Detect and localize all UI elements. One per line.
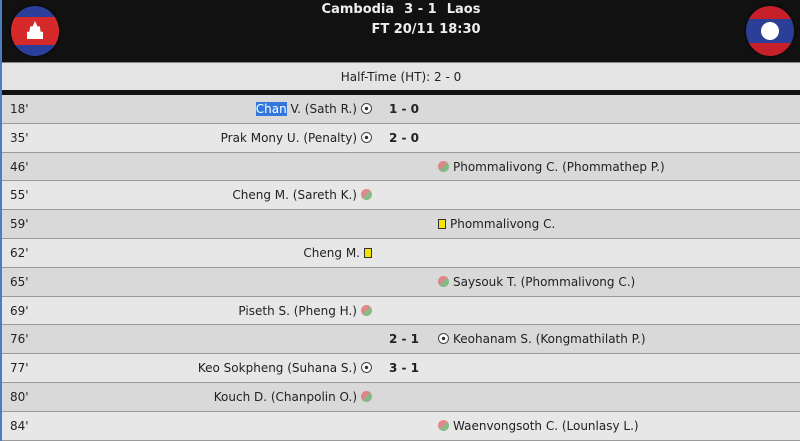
player-name[interactable]: Keo Sokpheng (Suhana S.)	[197, 361, 357, 376]
event-row: 55' Cheng M. (Sareth K.)	[2, 181, 800, 211]
substitution-icon	[438, 419, 449, 431]
event-row: 84' Waenvongsoth C. (Lounlasy L.)	[2, 411, 800, 441]
yellow-card-icon	[364, 247, 372, 258]
player-name[interactable]: Prak Mony U. (Penalty)	[220, 130, 357, 145]
event-row: 18' Chan V. (Sath R.) 1 - 0	[2, 95, 800, 124]
half-time-score: Half-Time (HT): 2 - 0	[2, 62, 800, 90]
divider	[2, 90, 800, 95]
event-row: 59' Phommalivong C.	[2, 210, 800, 239]
event-score: 3 - 1	[388, 361, 420, 376]
match-score: 3 - 1	[404, 2, 437, 17]
event-row: 77' Keo Sokpheng (Suhana S.) 3 - 1	[2, 354, 800, 383]
home-event: Keo Sokpheng (Suhana S.)	[198, 354, 376, 382]
event-minute: 18'	[10, 102, 29, 116]
event-score: 1 - 0	[388, 102, 420, 116]
player-name[interactable]: Cheng M. (Sareth K.)	[232, 188, 357, 203]
home-team[interactable]: Cambodia	[321, 2, 395, 17]
home-event: Cheng M. (Sareth K.)	[232, 181, 376, 209]
substitution-icon	[361, 304, 372, 316]
event-row: 80' Kouch D. (Chanpolin O.)	[2, 382, 800, 412]
player-name[interactable]: Phommalivong C. (Phommathep P.)	[453, 159, 665, 174]
away-event: Phommalivong C.	[434, 210, 555, 238]
event-minute: 76'	[10, 332, 29, 347]
away-team[interactable]: Laos	[446, 2, 481, 17]
player-name[interactable]: Keohanam S. (Kongmathilath P.)	[453, 332, 646, 347]
substitution-icon	[361, 189, 372, 201]
player-name[interactable]: Waenvongsoth C. (Lounlasy L.)	[453, 418, 639, 433]
event-row: 76' 2 - 1 Keohanam S. (Kongmathilath P.)	[2, 325, 800, 355]
substitution-icon	[438, 160, 449, 172]
away-event: Phommalivong C. (Phommathep P.)	[434, 153, 665, 181]
cambodia-flag-icon	[11, 6, 59, 56]
away-event: Saysouk T. (Phommalivong C.)	[434, 268, 635, 296]
home-event: Kouch D. (Chanpolin O.)	[214, 383, 376, 411]
substitution-icon	[438, 275, 449, 287]
event-minute: 62'	[10, 245, 29, 260]
substitution-icon	[361, 390, 372, 402]
away-event: Keohanam S. (Kongmathilath P.)	[434, 325, 646, 353]
event-minute: 80'	[10, 389, 29, 404]
home-event: Prak Mony U. (Penalty)	[221, 124, 376, 152]
event-minute: 55'	[10, 188, 29, 203]
event-row: 35' Prak Mony U. (Penalty) 2 - 0	[2, 123, 800, 153]
player-name: V. (Sath R.)	[286, 102, 357, 116]
event-score: 2 - 0	[388, 130, 420, 145]
selected-text: Chan	[255, 102, 287, 116]
home-event: Chan V. (Sath R.)	[255, 95, 376, 123]
player-name[interactable]: Saysouk T. (Phommalivong C.)	[453, 274, 636, 289]
player-name[interactable]: Phommalivong C.	[450, 217, 556, 232]
match-header: Cambodia 3 - 1 Laos FT 20/11 18:30	[2, 0, 800, 62]
soccer-ball-icon	[361, 103, 372, 114]
event-row: 46' Phommalivong C. (Phommathep P.)	[2, 152, 800, 182]
soccer-ball-icon	[361, 362, 372, 374]
events-list: 18' Chan V. (Sath R.) 1 - 0 35' Prak Mony U.…	[2, 95, 800, 441]
event-row: 62' Cheng M.	[2, 238, 800, 268]
laos-flag-icon	[746, 6, 794, 56]
home-event: Cheng M.	[303, 239, 376, 267]
event-row: 69' Piseth S. (Pheng H.)	[2, 296, 800, 326]
event-minute: 69'	[10, 303, 29, 318]
event-minute: 65'	[10, 274, 29, 289]
home-event: Piseth S. (Pheng H.)	[238, 297, 376, 325]
soccer-ball-icon	[361, 131, 372, 143]
event-minute: 77'	[10, 361, 29, 376]
event-score: 2 - 1	[388, 332, 420, 347]
event-minute: 46'	[10, 159, 29, 174]
match-title: Cambodia 3 - 1 Laos	[2, 2, 800, 17]
event-minute: 59'	[10, 217, 29, 232]
event-minute: 35'	[10, 130, 29, 145]
event-minute: 84'	[10, 418, 29, 433]
yellow-card-icon	[438, 219, 446, 230]
soccer-ball-icon	[438, 333, 449, 345]
player-name[interactable]: Piseth S. (Pheng H.)	[238, 303, 357, 318]
player-name[interactable]: Cheng M.	[303, 245, 360, 260]
player-name[interactable]: Kouch D. (Chanpolin O.)	[213, 389, 357, 404]
away-event: Waenvongsoth C. (Lounlasy L.)	[434, 412, 639, 440]
event-row: 65' Saysouk T. (Phommalivong C.)	[2, 267, 800, 297]
match-status: FT 20/11 18:30	[371, 22, 481, 37]
